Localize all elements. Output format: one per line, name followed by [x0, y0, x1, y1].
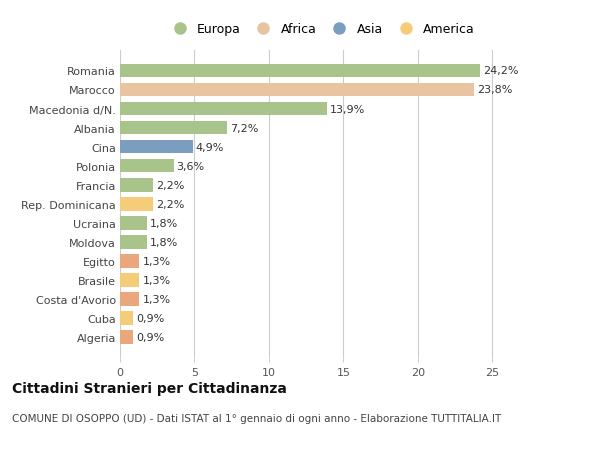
Bar: [120, 122, 227, 135]
Text: 2,2%: 2,2%: [156, 180, 184, 190]
Bar: [120, 311, 133, 325]
Bar: [120, 235, 147, 249]
Text: 1,8%: 1,8%: [150, 218, 178, 228]
Bar: [120, 64, 481, 78]
Text: 3,6%: 3,6%: [176, 161, 205, 171]
Bar: [120, 159, 173, 173]
Bar: [120, 330, 133, 344]
Text: 1,3%: 1,3%: [142, 256, 170, 266]
Text: 2,2%: 2,2%: [156, 199, 184, 209]
Bar: [120, 254, 139, 268]
Bar: [120, 179, 153, 192]
Text: 13,9%: 13,9%: [330, 104, 365, 114]
Text: COMUNE DI OSOPPO (UD) - Dati ISTAT al 1° gennaio di ogni anno - Elaborazione TUT: COMUNE DI OSOPPO (UD) - Dati ISTAT al 1°…: [12, 413, 501, 423]
Text: 0,9%: 0,9%: [136, 313, 164, 323]
Text: 0,9%: 0,9%: [136, 332, 164, 342]
Text: 24,2%: 24,2%: [483, 66, 519, 76]
Text: 1,8%: 1,8%: [150, 237, 178, 247]
Text: 4,9%: 4,9%: [196, 142, 224, 152]
Bar: [120, 274, 139, 287]
Bar: [120, 102, 327, 116]
Bar: [120, 197, 153, 211]
Text: 1,3%: 1,3%: [142, 294, 170, 304]
Bar: [120, 292, 139, 306]
Bar: [120, 216, 147, 230]
Text: 1,3%: 1,3%: [142, 275, 170, 285]
Text: Cittadini Stranieri per Cittadinanza: Cittadini Stranieri per Cittadinanza: [12, 381, 287, 395]
Bar: [120, 84, 475, 97]
Text: 23,8%: 23,8%: [478, 85, 513, 95]
Bar: [120, 140, 193, 154]
Text: 7,2%: 7,2%: [230, 123, 259, 133]
Legend: Europa, Africa, Asia, America: Europa, Africa, Asia, America: [167, 23, 475, 36]
